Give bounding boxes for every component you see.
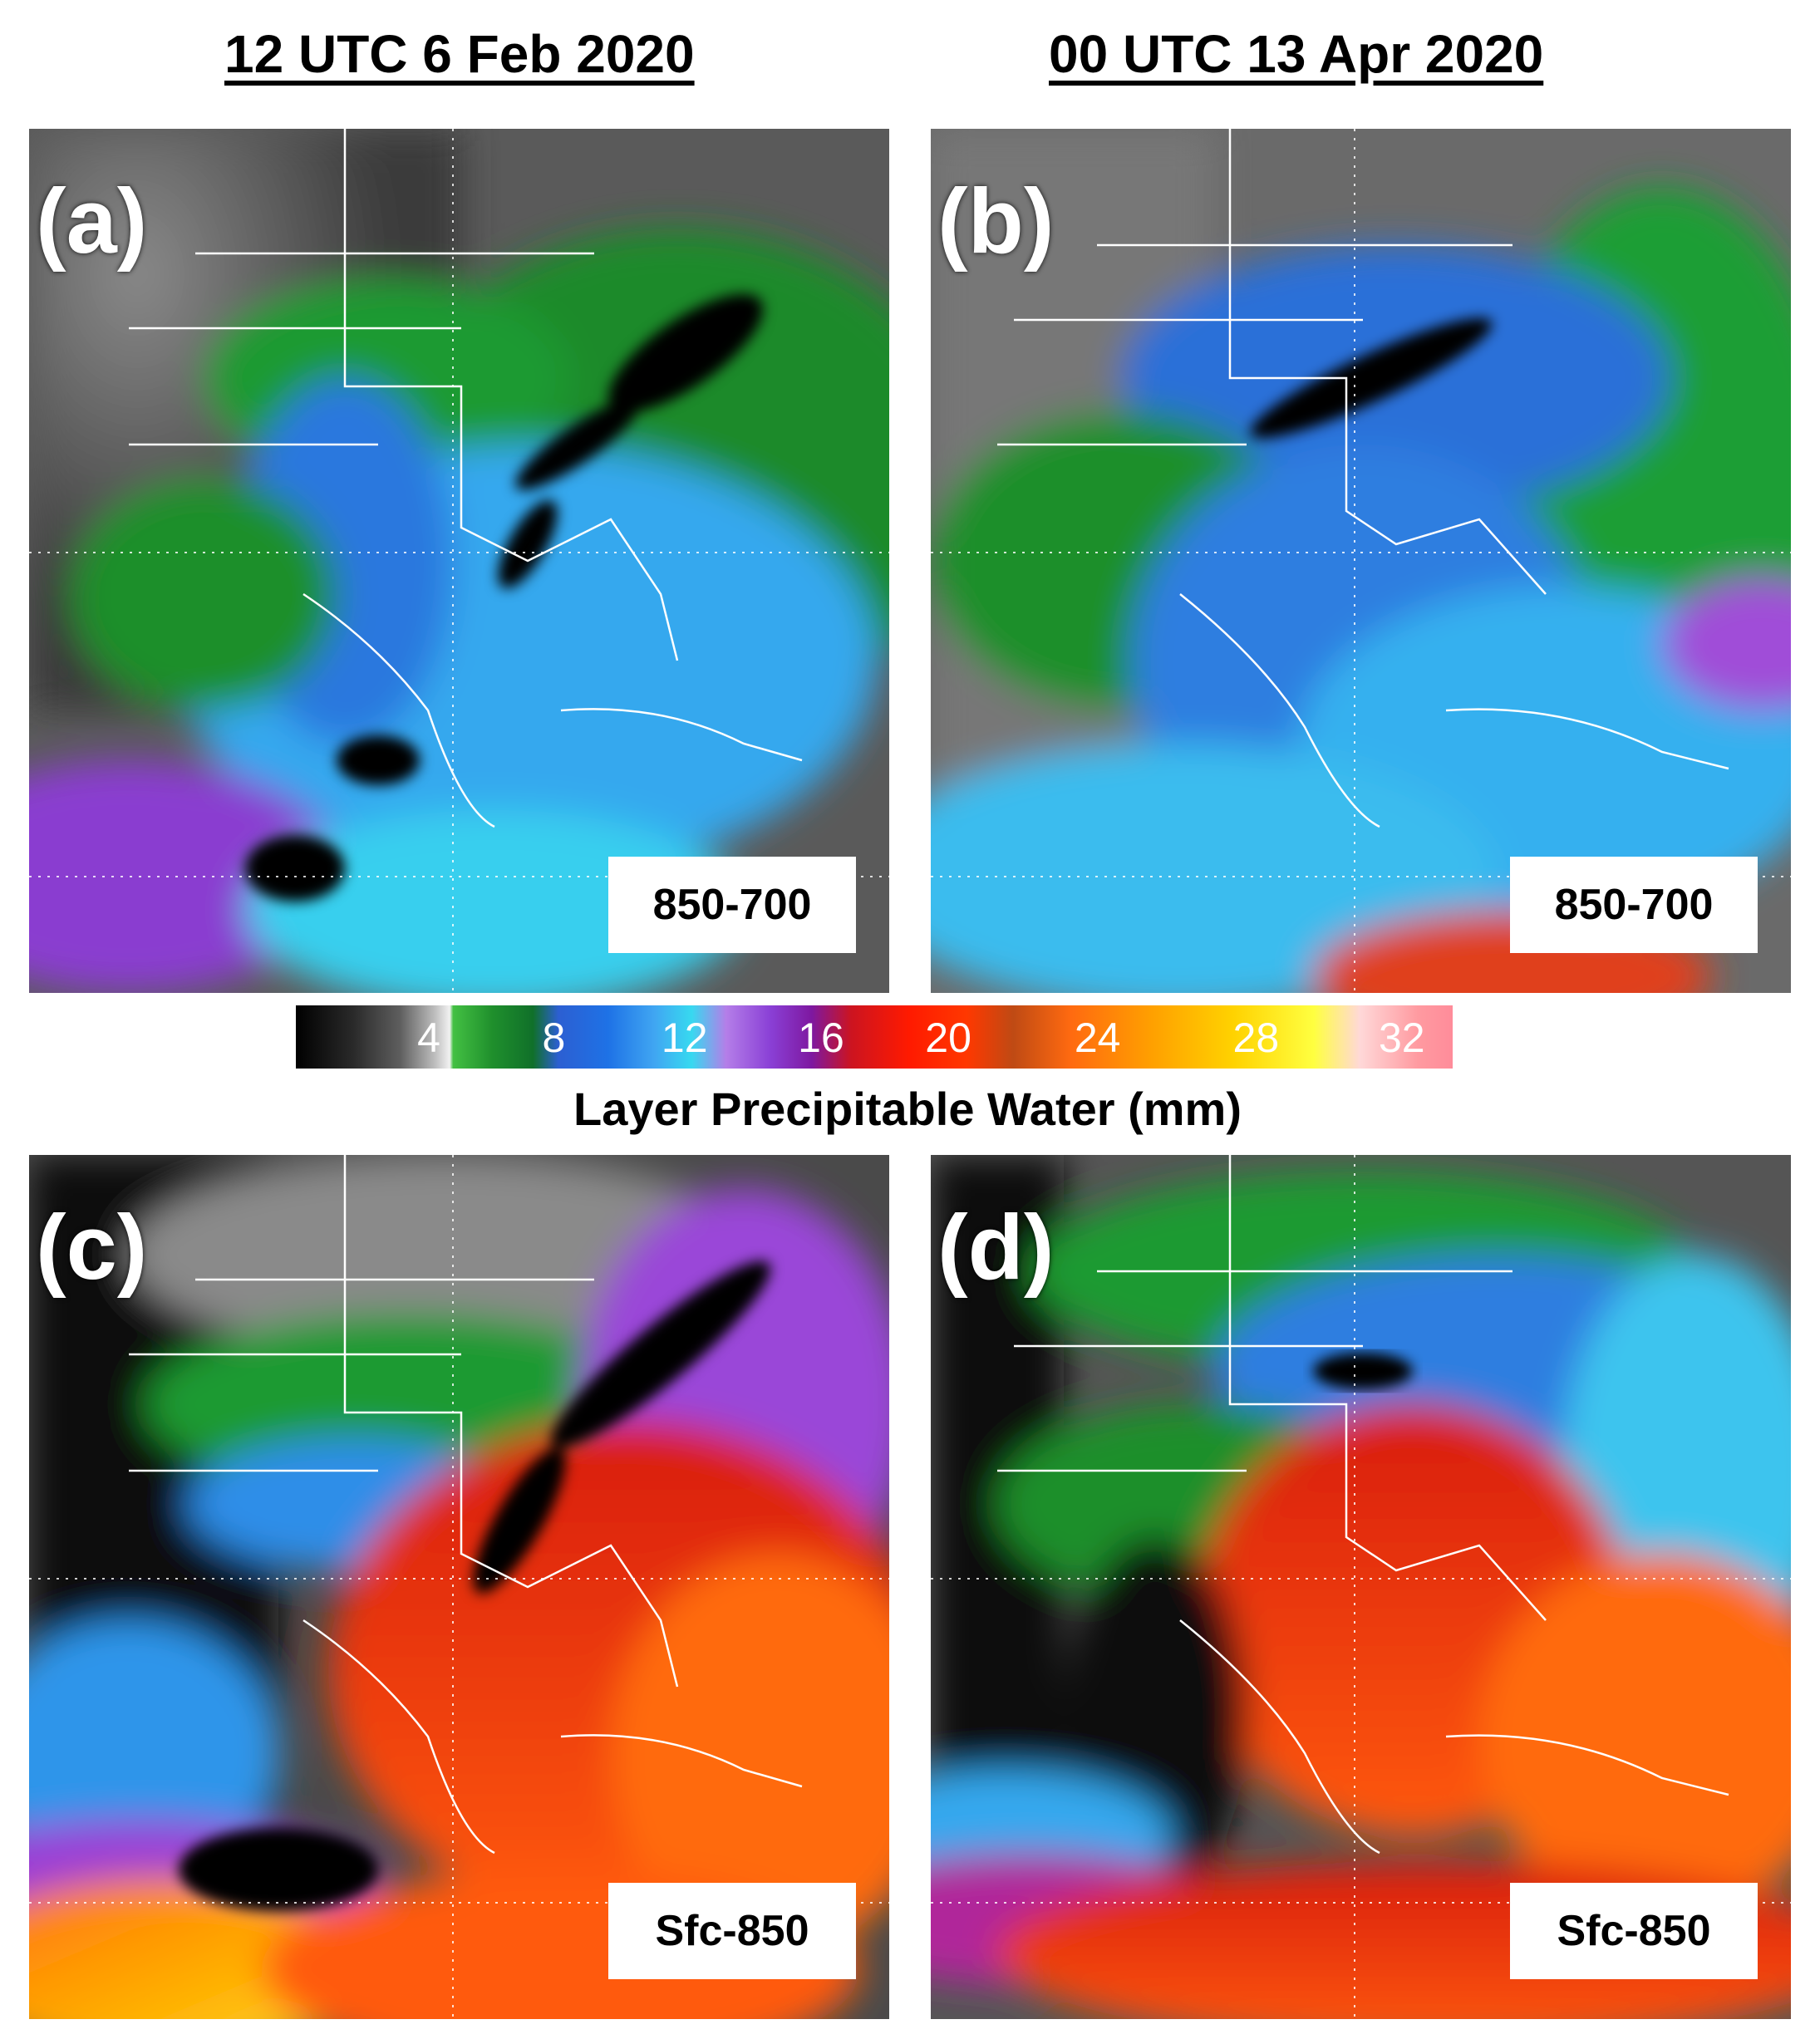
panel-c-layer-label: Sfc-850 [608,1883,856,1979]
panel-a-map: (a) 850-700 [29,129,889,993]
title-right: 00 UTC 13 Apr 2020 [1049,24,1544,84]
colorbar-label: Layer Precipitable Water (mm) [573,1083,1242,1135]
colorbar-tick-8: 8 [542,1015,566,1061]
panel-b-map: (b) 850-700 [931,129,1791,993]
colorbar-tick-12: 12 [661,1015,708,1061]
colorbar-tick-32: 32 [1378,1015,1425,1061]
moisture-field-c [29,1155,889,2019]
panel-d-letter: (d) [937,1196,1055,1299]
panel-a-layer-label: 850-700 [608,857,856,953]
moisture-field-b [931,129,1791,993]
panel-d-map: (d) Sfc-850 [931,1155,1791,2019]
moisture-field-d [931,1155,1791,2019]
colorbar-tick-20: 20 [925,1015,971,1061]
colorbar-tick-24: 24 [1074,1015,1121,1061]
colorbar-tick-16: 16 [798,1015,844,1061]
panel-c-map: (c) Sfc-850 [29,1155,889,2019]
colorbar-tick-4: 4 [417,1015,440,1061]
panel-b-layer-label: 850-700 [1510,857,1758,953]
title-left: 12 UTC 6 Feb 2020 [224,24,695,84]
panel-d-layer-label: Sfc-850 [1510,1883,1758,1979]
colorbar-tick-28: 28 [1232,1015,1280,1061]
panel-c-letter: (c) [36,1196,148,1299]
panel-b-letter: (b) [937,170,1055,273]
colorbar-gradient [296,1005,1453,1069]
colorbar: 4 8 12 16 20 24 28 32 [296,1005,1453,1069]
panel-a-letter: (a) [36,170,148,273]
